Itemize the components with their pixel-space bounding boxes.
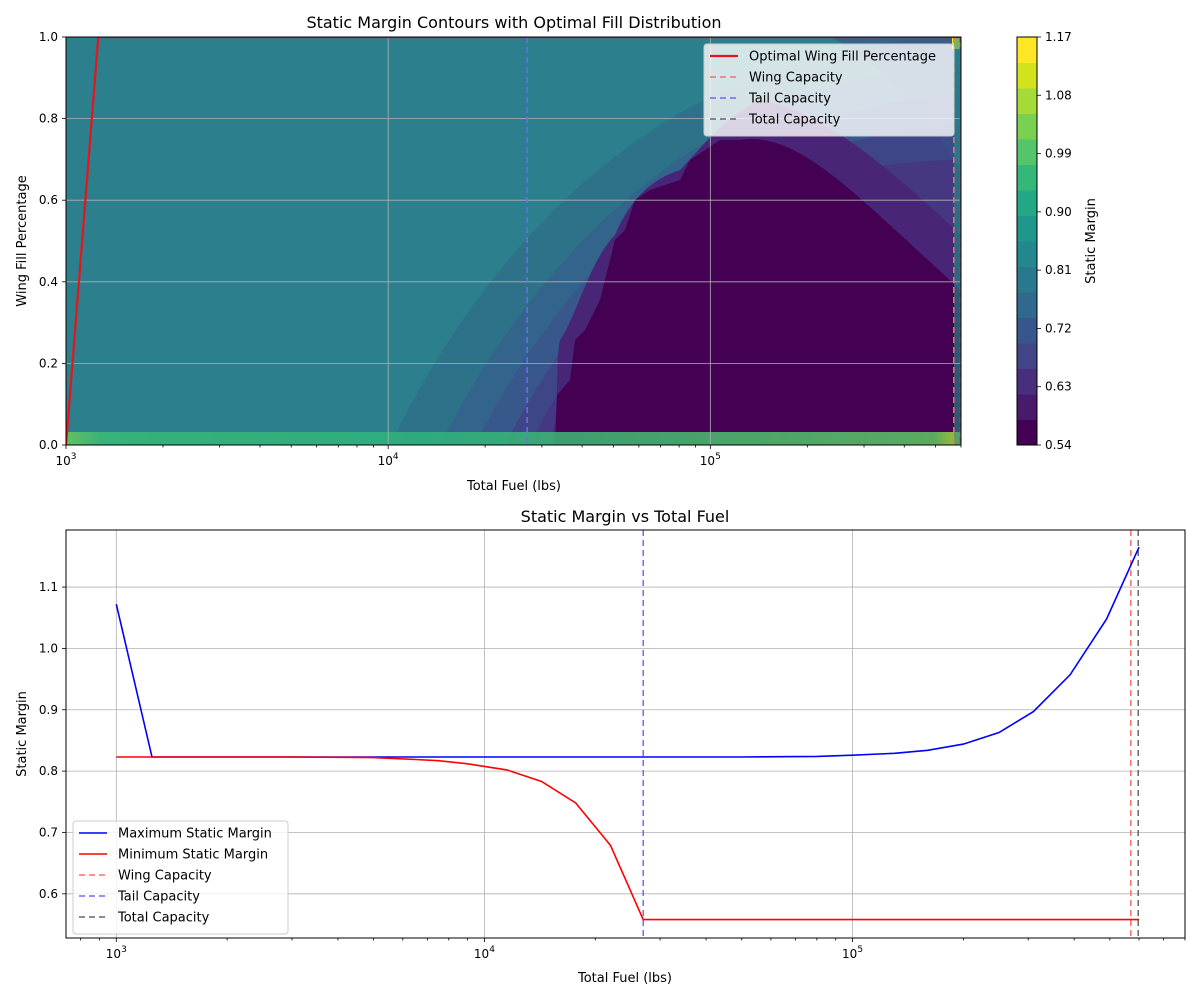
contour-y-ticks: 0.0 0.2 0.4 0.6 0.8 1.0 (39, 30, 66, 452)
minimum-static-margin-line (116, 756, 1139, 921)
colorbar-band (1017, 343, 1037, 369)
y-tick-label: 0.6 (39, 887, 58, 901)
colorbar-band (1017, 113, 1037, 140)
colorbar-bands (1017, 37, 1037, 446)
line-x-axis-label: Total Fuel (lbs) (577, 971, 672, 986)
contour-right-edge (954, 37, 961, 445)
colorbar-tick-label: 0.72 (1045, 321, 1072, 335)
y-tick-label: 0.8 (39, 112, 58, 126)
colorbar-band (1017, 317, 1037, 344)
colorbar-band (1017, 139, 1037, 165)
contour-axes-frame (65, 36, 962, 446)
legend-label-tail-capacity: Tail Capacity (117, 890, 200, 905)
colorbar-band (1017, 266, 1037, 293)
y-tick-label: 0.0 (39, 438, 58, 452)
colorbar-band (1017, 215, 1037, 242)
legend-box (703, 43, 955, 137)
colorbar-band (1017, 164, 1037, 191)
x-tick-label: 103 (106, 945, 127, 961)
legend-label-total-capacity: Total Capacity (748, 113, 841, 128)
y-tick-label: 0.8 (39, 764, 58, 778)
colorbar-label: Static Margin (1084, 198, 1099, 284)
line-chart: Static Margin vs Total Fuel 103 104 105 0.… (15, 507, 1186, 986)
y-tick-label: 1.1 (39, 580, 58, 594)
legend-label-tail-capacity: Tail Capacity (748, 92, 831, 107)
colorbar-band (1017, 419, 1037, 446)
legend-label-wing-capacity: Wing Capacity (749, 71, 843, 86)
line-chart-title: Static Margin vs Total Fuel (521, 507, 730, 526)
legend-label-optimal-wing-fill-percentage: Optimal Wing Fill Percentage (749, 50, 936, 65)
contour-chart-title: Static Margin Contours with Optimal Fill… (306, 13, 721, 32)
colorbar: 0.54 0.63 0.72 0.81 0.90 0.99 1.08 1.17 Static … (1016, 30, 1099, 452)
contour-bottom-strip (66, 432, 961, 445)
contour-x-ticks: 103 104 105 (55, 445, 962, 468)
colorbar-tick-label: 0.81 (1045, 263, 1072, 277)
line-reference-lines (642, 530, 1139, 938)
contour-band-0.54 (555, 139, 961, 445)
contour-reference-lines (526, 37, 961, 445)
colorbar-tick-label: 0.90 (1045, 205, 1072, 219)
x-tick-label: 104 (378, 452, 399, 468)
colorbar-tick-label: 0.54 (1045, 438, 1072, 452)
x-tick-label: 104 (474, 945, 495, 961)
contour-y-axis-label: Wing Fill Percentage (15, 175, 30, 306)
line-legend: Maximum Static Margin Minimum Static Marg… (72, 820, 289, 935)
line-y-ticks: 0.6 0.7 0.8 0.9 1.0 1.1 (39, 580, 66, 901)
x-tick-label: 105 (700, 452, 721, 468)
y-tick-label: 0.6 (39, 193, 58, 207)
colorbar-tick-label: 0.99 (1045, 147, 1072, 161)
colorbar-tick-label: 1.08 (1045, 88, 1072, 102)
contour-low-region (390, 37, 961, 445)
colorbar-ticks: 0.54 0.63 0.72 0.81 0.90 0.99 1.08 1.17 (1037, 30, 1072, 452)
legend-box (72, 820, 289, 935)
colorbar-band (1017, 241, 1037, 267)
contour-x-axis-label: Total Fuel (lbs) (466, 479, 561, 494)
x-tick-label: 105 (842, 945, 863, 961)
legend-label-total-capacity: Total Capacity (117, 911, 210, 926)
contour-legend: Optimal Wing Fill Percentage Wing Capacit… (703, 43, 955, 137)
colorbar-band (1017, 37, 1037, 63)
colorbar-frame (1016, 36, 1038, 446)
colorbar-tick-label: 0.63 (1045, 380, 1072, 394)
y-tick-label: 0.4 (39, 275, 58, 289)
colorbar-band (1017, 88, 1037, 114)
colorbar-band (1017, 190, 1037, 216)
line-x-ticks: 103 104 105 (80, 938, 1186, 961)
x-tick-label: 103 (55, 452, 76, 468)
contour-chart: Static Margin Contours with Optimal Fill… (15, 13, 1099, 494)
optimal-wing-fill-percentage-line (66, 37, 961, 445)
legend-label-maximum-static-margin: Maximum Static Margin (118, 827, 272, 842)
colorbar-tick-label: 1.17 (1045, 30, 1072, 44)
legend-label-minimum-static-margin: Minimum Static Margin (118, 848, 268, 863)
colorbar-band (1017, 62, 1037, 89)
colorbar-band (1017, 368, 1037, 395)
line-y-axis-label: Static Margin (15, 691, 30, 777)
colorbar-band (1017, 292, 1037, 318)
line-axes-frame (65, 529, 1186, 939)
y-tick-label: 0.9 (39, 703, 58, 717)
y-tick-label: 0.2 (39, 356, 58, 370)
legend-label-wing-capacity: Wing Capacity (118, 869, 212, 884)
contour-series (66, 37, 961, 445)
y-tick-label: 1.0 (39, 641, 58, 655)
y-tick-label: 1.0 (39, 30, 58, 44)
line-series (115, 546, 1140, 921)
y-tick-label: 0.7 (39, 825, 58, 839)
colorbar-band (1017, 394, 1037, 420)
